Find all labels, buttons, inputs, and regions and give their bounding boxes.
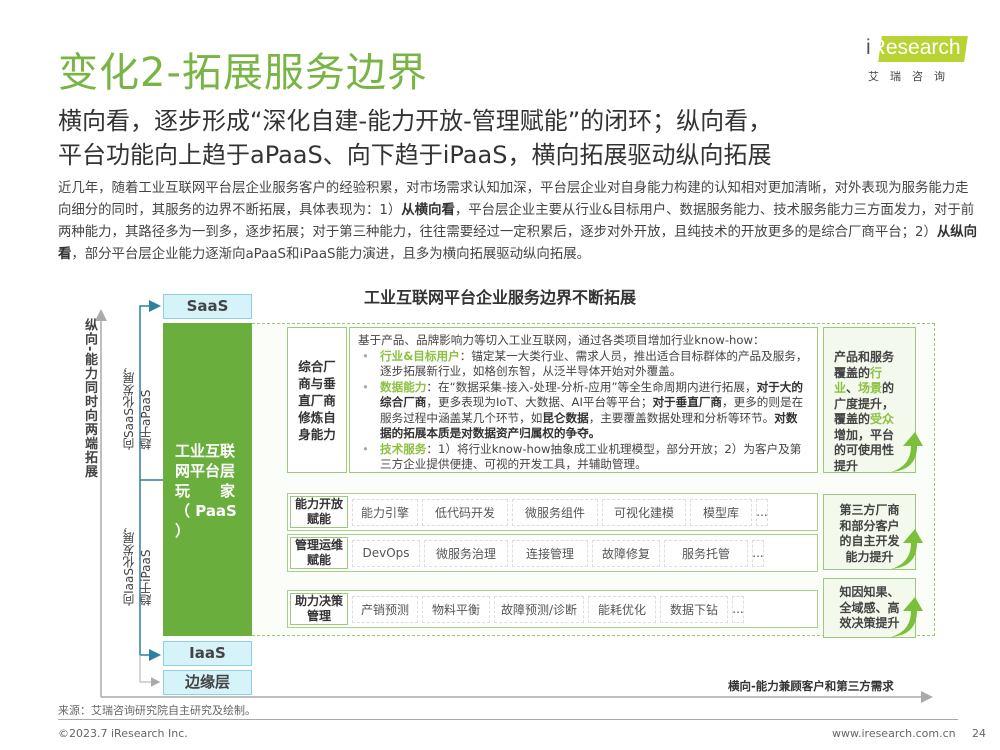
paas-box: 工业互联 网平台层玩 家（ PaaS ） [163, 323, 252, 636]
outcome-dev-capability: 第三方厂商和部分客户的自主开发能力提升 [823, 494, 923, 570]
page-number: 24 [972, 727, 986, 740]
outcome-decision: 知因知果、全域感、高效决策提升 [823, 578, 923, 638]
iresearch-logo: iResearch 艾瑞咨询 [860, 32, 970, 83]
edge-arrow [139, 655, 161, 687]
row-decision-support: 助力决策管理 产销预测 物料平衡 故障预测/诊断 能耗优化 数据下钻 ... [287, 590, 818, 628]
body-paragraph: 近几年，随着工业互联网平台层企业服务客户的经验积累，对市场需求认知加深，平台层企… [58, 181, 978, 262]
diagram-title: 工业互联网平台企业服务边界不断拓展 [363, 288, 636, 307]
down-label: 向IaaS化发展， 趋于iPaaS [122, 520, 153, 606]
outcome-coverage: 产品和服务覆盖的行业、场景的广度提升，覆盖的受众增加，平台的可使用性提升 [823, 327, 923, 473]
up-label: 向SaaS化发展， 趋于aPaaS [122, 360, 153, 450]
up-curve-arrow-icon [891, 529, 923, 569]
saas-box: SaaS [163, 294, 252, 319]
row-ops-capability: 管理运维赋能 DevOps 微服务治理 连接管理 故障修复 服务托管 ... [287, 534, 818, 572]
x-axis-label: 横向-能力兼顾客户和第三方需求 [728, 679, 894, 693]
source-note: 来源：艾瑞咨询研究院自主研究及绘制。 [58, 704, 256, 717]
up-arrow [139, 300, 163, 481]
row-open-capability: 能力开放赋能 能力引擎 低代码开发 微服务组件 可视化建模 模型库 ... [287, 493, 818, 531]
capability-description: 基于产品、品牌影响力等切入工业互联网，通过各类项目增加行业know-how： 行… [349, 327, 818, 473]
up-curve-arrow-icon [891, 432, 923, 472]
up-curve-arrow-icon [891, 597, 923, 637]
edge-box: 边缘层 [163, 670, 252, 695]
page-title: 变化2-拓展服务边界 [58, 50, 428, 96]
footer-divider [58, 719, 958, 720]
website-link[interactable]: www.iresearch.com.cn [832, 727, 956, 740]
copyright: ©2023.7 iResearch Inc. [58, 727, 188, 740]
iaas-box: IaaS [163, 641, 252, 666]
subtitle: 横向看，逐步形成“深化自建-能力开放-管理赋能”的闭环；纵向看， 平台功能向上趋… [58, 107, 773, 169]
self-capability-label: 综合厂商与垂直厂商修炼自身能力 [287, 327, 347, 473]
y-axis-label: 纵向-能力同时向两端拓展 [82, 318, 97, 479]
